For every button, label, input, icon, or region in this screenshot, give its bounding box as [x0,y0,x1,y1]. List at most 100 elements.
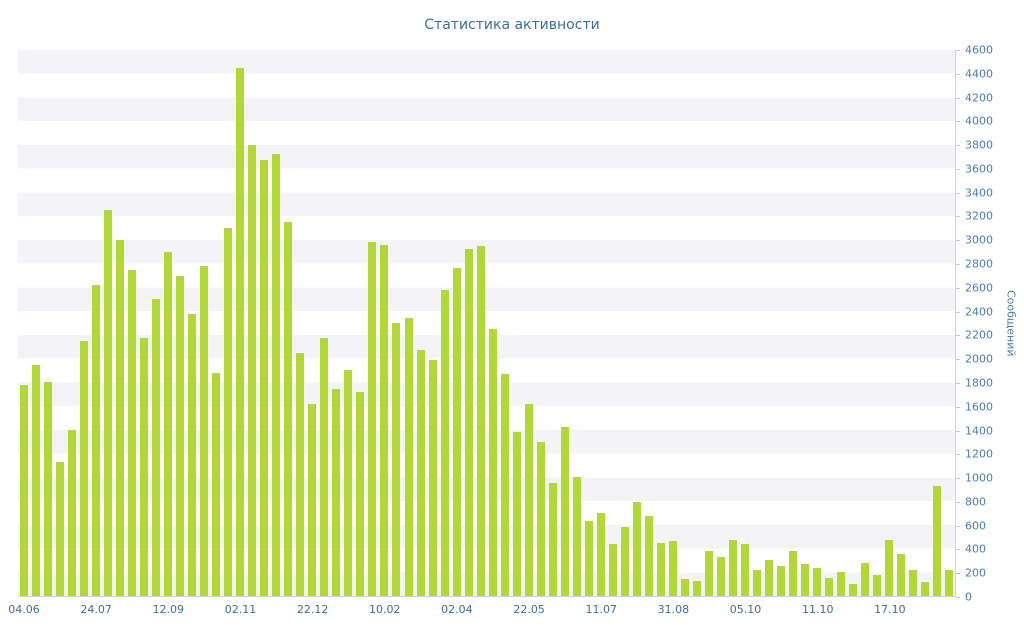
y-tick [956,216,960,218]
y-tick [956,382,960,384]
bar-slot [270,50,282,596]
bar-slot [631,50,643,596]
bar-slot [535,50,547,596]
y-tick [956,192,960,194]
bar [764,560,773,596]
bar-slot [715,50,727,596]
bar-slot [859,50,871,596]
bar [356,391,365,596]
bar [44,382,53,596]
bar-slot [919,50,931,596]
y-tick-label: 3200 [965,209,993,223]
bar [140,338,149,596]
bar-slot [126,50,138,596]
x-tick-label: 31.08 [657,603,690,616]
bar-slot [150,50,162,596]
bar [740,543,749,596]
bar-slot [775,50,787,596]
bar-slot [330,50,342,596]
y-tick-label: 4600 [965,43,993,57]
bar-slot [162,50,174,596]
bar [596,512,605,596]
bar [704,550,713,596]
y-tick [956,549,960,551]
bar-slot [871,50,883,596]
y-tick [956,454,960,456]
bar [692,580,701,596]
bar [416,350,425,596]
bar-slot [451,50,463,596]
bar [236,67,245,596]
y-tick [956,121,960,123]
bar [909,569,918,596]
plot-area [18,50,956,597]
bar [152,299,161,596]
y-tick-label: 1800 [965,376,993,390]
bar-slot [619,50,631,596]
y-tick [956,50,960,51]
y-tick [956,359,960,361]
bar-slot [607,50,619,596]
bar-slot [30,50,42,596]
bar-slot [415,50,427,596]
bar [56,461,65,596]
x-tick-label: 11.10 [801,603,834,616]
y-tick-label: 1400 [965,424,993,438]
bar-slot [366,50,378,596]
bar [776,566,785,596]
bar-slot [186,50,198,596]
bar-slot [439,50,451,596]
bar-slot [943,50,955,596]
bar [272,154,281,596]
bar [344,370,353,596]
y-tick [956,573,960,575]
y-tick-label: 2200 [965,328,993,342]
bar [536,441,545,596]
y-tick-label: 0 [965,590,972,604]
bar-slot [234,50,246,596]
bar-slot [222,50,234,596]
bar [849,584,858,596]
bar-slot [294,50,306,596]
bar [404,318,413,596]
bar-slot [90,50,102,596]
bar [188,313,197,596]
bar-slot [931,50,943,596]
y-tick [956,501,960,503]
bar [680,579,689,596]
y-tick [956,97,960,99]
x-tick-label: 17.10 [874,603,906,616]
y-tick-label: 2000 [965,352,993,366]
y-tick [956,335,960,337]
x-tick-label: 22.05 [513,603,545,616]
bar [452,268,461,596]
y-tick-label: 200 [965,566,986,580]
bar [873,574,882,596]
bar-slot [378,50,390,596]
x-tick-label: 22.12 [296,603,329,616]
bar [212,372,221,596]
bar-slot [691,50,703,596]
bar-slot [306,50,318,596]
x-tick-label: 04.06 [8,603,40,616]
bar [861,562,870,596]
bar [885,540,894,596]
bar-slot [703,50,715,596]
bar-slot [559,50,571,596]
bar [945,569,954,596]
y-tick [956,406,960,408]
bar-slot [787,50,799,596]
bar-slot [390,50,402,596]
bar-slot [751,50,763,596]
y-tick-label: 3800 [965,138,993,152]
y-tick [956,525,960,527]
bar-slot [511,50,523,596]
y-tick [956,597,960,598]
bar [200,266,209,596]
bar [488,328,497,596]
bar-slot [318,50,330,596]
bar-slot [679,50,691,596]
bar [440,289,449,596]
y-tick [956,430,960,432]
y-tick-label: 600 [965,519,986,533]
